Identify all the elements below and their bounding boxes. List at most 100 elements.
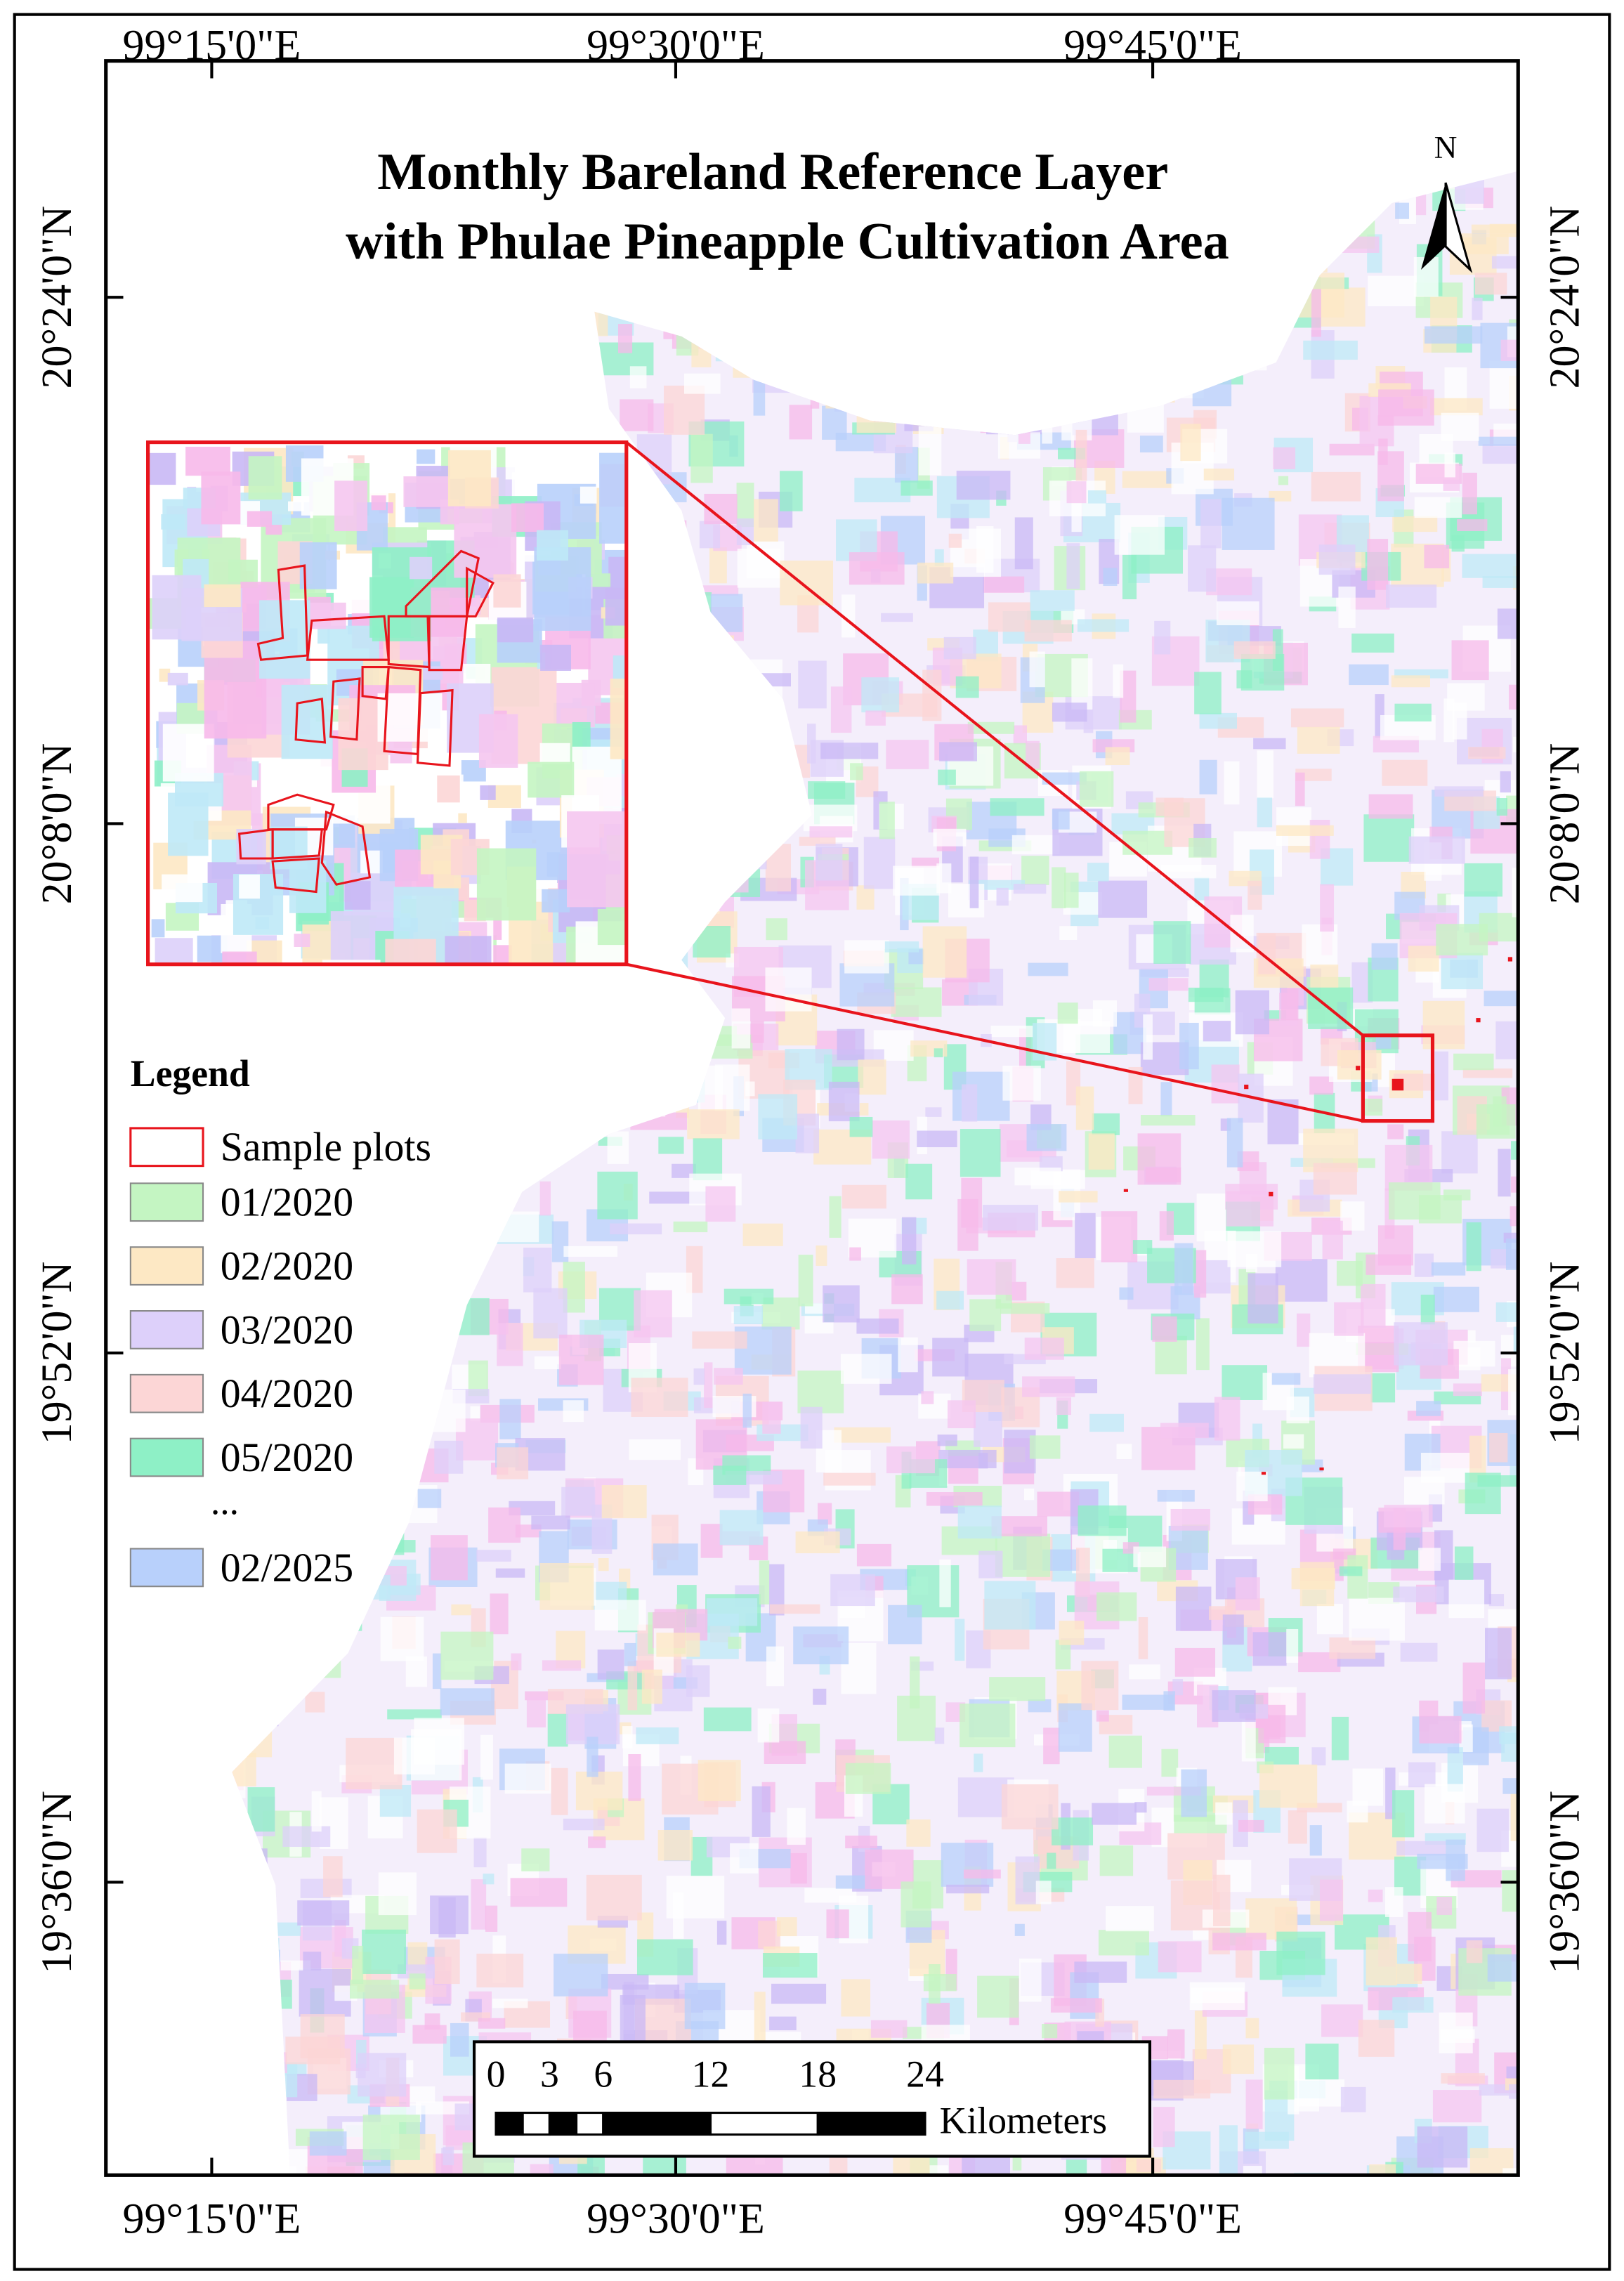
- raster-patch: [990, 798, 1045, 816]
- raster-patch: [983, 1205, 1039, 1231]
- raster-patch: [1396, 1963, 1422, 1984]
- plot: [1123, 1189, 1128, 1192]
- plot: [294, 698, 327, 744]
- raster-patch: [693, 1368, 705, 1385]
- raster-patch: [1416, 1401, 1441, 1416]
- raster-patch: [957, 1505, 1002, 1539]
- raster-patch: [1462, 554, 1517, 578]
- raster-patch: [699, 521, 721, 549]
- raster-patch: [1116, 1444, 1132, 1459]
- raster-patch: [377, 693, 443, 742]
- raster-patch: [962, 1084, 978, 1122]
- raster-patch: [1050, 1998, 1102, 2013]
- raster-patch: [1079, 771, 1114, 807]
- raster-patch: [1103, 568, 1118, 587]
- raster-patch: [1395, 202, 1410, 219]
- raster-patch: [1129, 1664, 1160, 1680]
- raster-patch: [1002, 1065, 1041, 1101]
- raster-patch: [1422, 1000, 1465, 1050]
- raster-patch: [1443, 479, 1460, 491]
- raster-patch: [485, 1905, 498, 1932]
- raster-patch: [410, 556, 433, 580]
- raster-patch: [1505, 1238, 1519, 1270]
- raster-patch: [1321, 2004, 1363, 2037]
- raster-patch: [1368, 794, 1413, 819]
- raster-patch: [830, 1574, 875, 1607]
- raster-patch: [946, 1884, 990, 1894]
- raster-patch: [1077, 619, 1129, 632]
- raster-patch: [1400, 1642, 1438, 1662]
- raster-patch: [1248, 1273, 1278, 1323]
- raster-patch: [1462, 472, 1477, 515]
- raster-patch: [1329, 1637, 1376, 1659]
- raster-patch: [1469, 1435, 1486, 1483]
- raster-patch: [1106, 1906, 1154, 1932]
- raster-patch: [1288, 1810, 1307, 1844]
- raster-patch: [849, 552, 905, 585]
- lat-label: 19°36'0"N: [33, 1791, 81, 1974]
- raster-patch: [636, 1727, 679, 1744]
- raster-patch: [673, 1221, 708, 1233]
- scale-label: 0: [487, 2053, 506, 2095]
- raster-patch: [167, 672, 188, 686]
- raster-patch: [346, 1737, 402, 1790]
- raster-patch: [1122, 830, 1173, 855]
- raster-patch: [1393, 1586, 1444, 1602]
- raster-patch: [762, 1953, 818, 1978]
- legend-swatch: [129, 1437, 204, 1477]
- raster-patch: [1078, 1505, 1127, 1536]
- raster-patch: [1472, 297, 1483, 320]
- raster-patch: [294, 934, 310, 948]
- raster-patch: [656, 1633, 700, 1657]
- raster-patch: [752, 1786, 771, 1837]
- raster-patch: [856, 1318, 899, 1334]
- raster-patch: [1028, 962, 1068, 976]
- raster-patch: [1337, 1050, 1382, 1080]
- raster-patch: [1418, 1548, 1441, 1571]
- raster-patch: [798, 1255, 813, 1307]
- raster-patch: [1453, 1340, 1495, 1367]
- raster-patch: [1071, 658, 1093, 710]
- raster-patch: [1382, 759, 1428, 786]
- raster-patch: [1174, 1243, 1193, 1295]
- raster-patch: [1199, 712, 1237, 729]
- raster-patch: [1075, 1213, 1096, 1259]
- raster-patch: [1495, 1021, 1519, 1059]
- raster-patch: [422, 666, 443, 680]
- raster-patch: [1000, 1303, 1050, 1314]
- raster-patch: [947, 1400, 976, 1429]
- raster-patch: [686, 1665, 710, 1697]
- raster-patch: [917, 562, 954, 584]
- raster-patch: [1366, 1937, 1397, 1986]
- raster-patch: [1052, 809, 1070, 830]
- raster-patch: [323, 1856, 343, 1897]
- scale-segment: [548, 2112, 578, 2136]
- plot: [1244, 1085, 1249, 1090]
- raster-patch: [742, 1393, 752, 1428]
- raster-patch: [988, 602, 1031, 632]
- raster-patch: [431, 1535, 468, 1581]
- raster-patch: [1257, 797, 1273, 828]
- raster-patch: [628, 1754, 641, 1801]
- raster-patch: [990, 1026, 1033, 1038]
- raster-patch: [155, 938, 193, 965]
- plot: [405, 549, 480, 617]
- raster-patch: [1024, 1338, 1064, 1360]
- raster-patch: [1408, 1762, 1436, 1788]
- raster-patch: [1133, 1546, 1167, 1567]
- raster-patch: [1441, 1131, 1478, 1174]
- raster-patch: [1432, 2090, 1482, 2123]
- raster-patch: [1161, 1749, 1179, 1777]
- raster-patch: [1219, 2125, 1238, 2176]
- raster-patch: [733, 1306, 764, 1325]
- raster-patch: [499, 1399, 521, 1439]
- zoom-line: [626, 962, 1363, 1123]
- raster-patch: [1087, 490, 1107, 504]
- raster-patch: [629, 366, 647, 388]
- raster-patch: [795, 1531, 840, 1554]
- raster-patch: [936, 863, 952, 894]
- raster-patch: [1014, 1923, 1025, 1936]
- raster-patch: [780, 471, 803, 511]
- raster-patch: [360, 850, 383, 874]
- raster-patch: [1030, 590, 1075, 611]
